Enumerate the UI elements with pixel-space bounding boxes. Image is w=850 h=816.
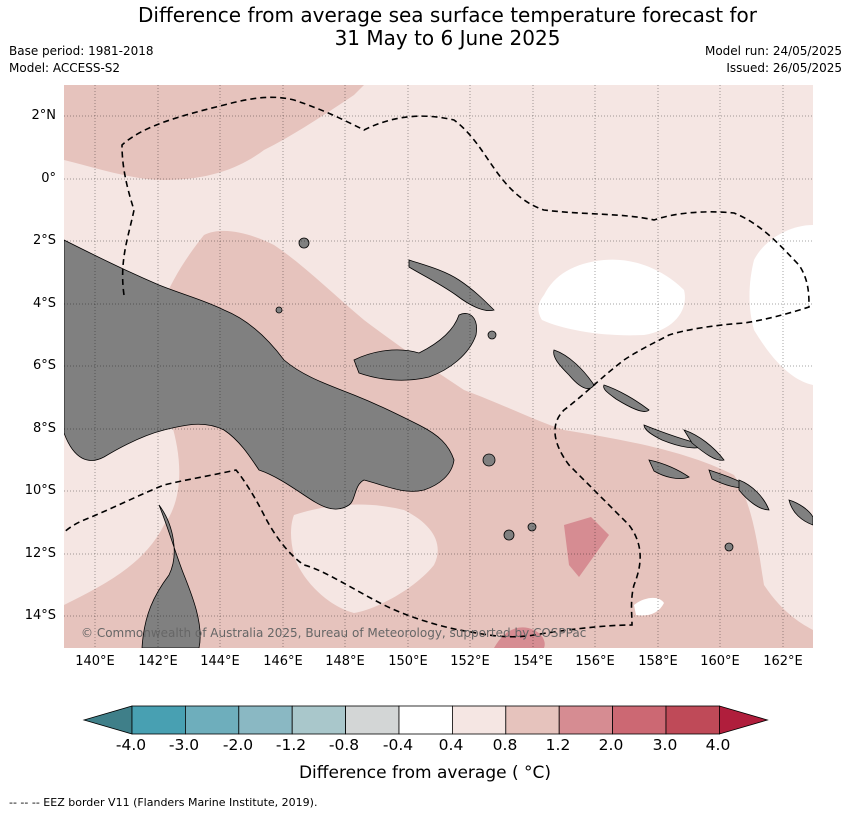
lon-label-152E: 152°E: [450, 654, 490, 669]
lat-label-10S: 10°S: [24, 483, 56, 498]
cbar-segment: [451, 705, 507, 735]
meta-left: Base period: 1981-2018 Model: ACCESS-S2: [9, 43, 154, 77]
field-neutral-east: [538, 259, 685, 336]
cbar-segment: [665, 705, 720, 735]
cbar-arrow-low: [82, 705, 133, 735]
colorbar-label: Difference from average ( °C): [298, 763, 552, 783]
lon-label-156E: 156°E: [575, 654, 615, 669]
lat-label-12S: 12°S: [24, 546, 56, 561]
cbar-tick-7: 0.8: [492, 736, 518, 754]
lat-label-4S: 4°S: [32, 296, 56, 311]
lat-label-14S: 14°S: [24, 608, 56, 623]
cbar-segment: [505, 705, 560, 735]
land-australia: [141, 504, 201, 648]
land-islet-4: [482, 453, 496, 467]
field-0.4-0.8-pocket: [291, 504, 438, 613]
cbar-tick-0: -4.0: [115, 736, 147, 754]
land-islet-7: [724, 542, 734, 552]
lat-label-2N: 2°N: [31, 108, 57, 123]
lon-label-146E: 146°E: [263, 654, 303, 669]
sst-anomaly-map: © Commonwealth of Australia 2025, Bureau…: [64, 85, 813, 648]
map-title: Difference from average sea surface temp…: [0, 4, 850, 50]
cbar-segment: [291, 705, 346, 735]
land-guadalcanal: [648, 459, 690, 479]
eez-border: [64, 96, 810, 638]
lat-label-0: 0°: [41, 171, 56, 186]
lon-label-140E: 140°E: [75, 654, 115, 669]
cbar-tick-8: 1.2: [545, 736, 571, 754]
cbar-segment: [398, 705, 453, 735]
cbar-tick-3: -1.2: [275, 736, 307, 754]
lon-label-160E: 160°E: [700, 654, 740, 669]
meta-right: Model run: 24/05/2025 Issued: 26/05/2025: [705, 43, 842, 77]
cbar-tick-11: 4.0: [705, 736, 731, 754]
land-malekula: [788, 499, 813, 526]
land-islet-2: [275, 306, 283, 314]
lat-label-8S: 8°S: [32, 421, 56, 436]
cbar-segment: [185, 705, 240, 735]
field-1.2-2.0-patch: [564, 517, 609, 577]
land-islet-5: [503, 529, 515, 541]
lon-label-144E: 144°E: [200, 654, 240, 669]
lon-label-150E: 150°E: [388, 654, 428, 669]
lon-label-154E: 154°E: [513, 654, 553, 669]
lat-label-2S: 2°S: [32, 233, 56, 248]
field-1.2-2.0-south: [494, 627, 545, 648]
cbar-segment: [238, 705, 293, 735]
lon-label-148E: 148°E: [325, 654, 365, 669]
field-neutral-south: [634, 597, 664, 616]
title-line-1: Difference from average sea surface temp…: [137, 3, 757, 27]
eez-legend-footer: -- -- -- EEZ border V11 (Flanders Marine…: [9, 796, 318, 809]
cbar-segment: [612, 705, 667, 735]
cbar-tick-5: -0.4: [382, 736, 414, 754]
land-malaita: [683, 429, 725, 461]
colorbar: [82, 705, 769, 735]
cbar-segment: [131, 705, 186, 735]
lon-label-162E: 162°E: [763, 654, 803, 669]
land-choiseul: [603, 384, 650, 412]
land-new-ireland: [408, 259, 495, 312]
cbar-segment: [558, 705, 614, 735]
model-run: Model run: 24/05/2025: [704, 44, 842, 58]
cbar-tick-6: 0.4: [438, 736, 464, 754]
cbar-tick-10: 3.0: [652, 736, 678, 754]
title-line-2: 31 May to 6 June 2025: [334, 26, 561, 50]
land-islet-6: [527, 522, 537, 532]
land-bougainville: [553, 349, 595, 389]
field-neutral-far-east: [749, 225, 813, 385]
cbar-tick-4: -0.8: [328, 736, 360, 754]
lon-label-158E: 158°E: [638, 654, 678, 669]
cbar-segment: [345, 705, 400, 735]
land-islet-3: [487, 330, 497, 340]
base-period: Base period: 1981-2018: [9, 44, 154, 58]
land-new-britain: [353, 313, 477, 381]
cbar-tick-2: -2.0: [222, 736, 254, 754]
model-name: Model: ACCESS-S2: [9, 61, 121, 75]
land-islet-1: [298, 237, 310, 249]
cbar-tick-9: 2.0: [598, 736, 624, 754]
graticule: [64, 85, 813, 648]
cbar-arrow-high: [719, 705, 769, 735]
cbar-tick-1: -3.0: [168, 736, 200, 754]
land-espiritu-santo: [738, 479, 770, 511]
issued-date: Issued: 26/05/2025: [726, 61, 842, 75]
land-santa-isabel: [643, 424, 705, 449]
copyright-text: © Commonwealth of Australia 2025, Bureau…: [81, 626, 586, 640]
lat-label-6S: 6°S: [32, 358, 56, 373]
field-0.8-1.2-north: [64, 85, 364, 180]
lon-label-142E: 142°E: [138, 654, 178, 669]
